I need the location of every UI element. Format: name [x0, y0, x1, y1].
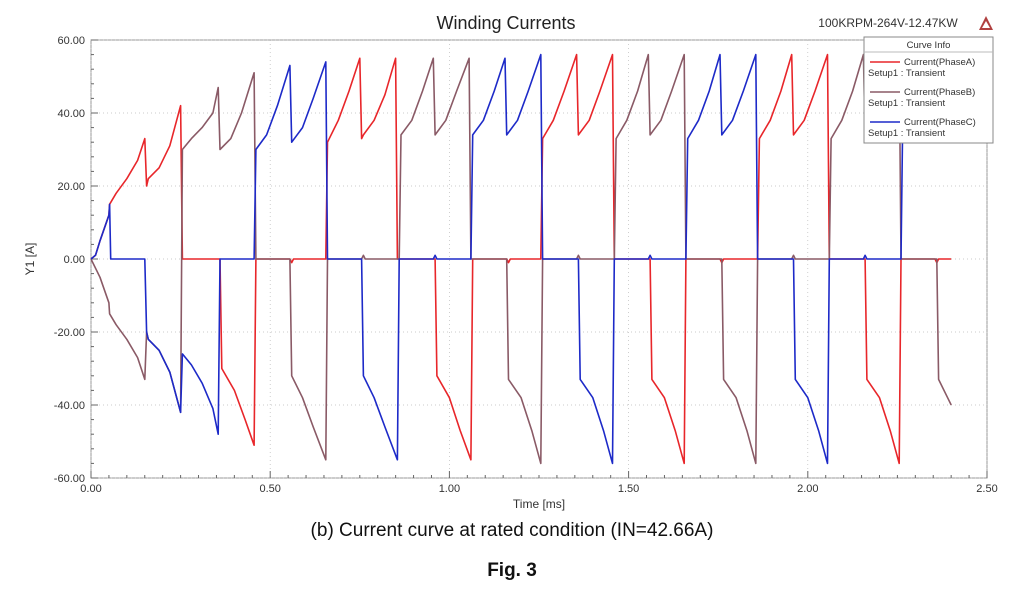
y-axis-label: Y1 [A]: [23, 243, 37, 276]
legend-entry-setup: Setup1 : Transient: [868, 68, 945, 79]
plot-area: 0.00 0.50 1.00 1.50 2.00 2.50 60.00 40.00 20.00 0…: [23, 35, 998, 511]
x-tick-label: 1.50: [618, 483, 639, 495]
legend-entry-setup: Setup1 : Transient: [868, 98, 945, 109]
y-tick-label: -60.00: [54, 473, 85, 485]
x-axis-label: Time [ms]: [513, 497, 565, 511]
figure-caption: Fig. 3: [487, 560, 537, 581]
x-tick-label: 0.50: [259, 483, 280, 495]
legend-entry-name: Current(PhaseB): [904, 87, 975, 98]
figure-subcaption: (b) Current curve at rated condition (IN…: [310, 520, 714, 541]
series-line-phase-a: [90, 53, 952, 465]
x-tick-label: 2.50: [976, 483, 997, 495]
series-line-phase-b: [90, 53, 952, 465]
chart-subtitle: 100KRPM-264V-12.47KW: [818, 16, 958, 30]
y-tick-label: 20.00: [57, 181, 85, 193]
ansoft-logo-icon: [979, 16, 993, 30]
legend-box: [863, 36, 994, 144]
x-tick-label: 1.00: [439, 483, 460, 495]
x-tick-label: 0.00: [80, 483, 101, 495]
legend-entry-name: Current(PhaseC): [904, 117, 976, 128]
y-tick-label: 40.00: [57, 108, 85, 120]
chart-title: Winding Currents: [436, 13, 575, 33]
y-tick-label: 60.00: [57, 35, 85, 47]
chart: Winding Currents 100KRPM-264V-12.47KW 0.…: [23, 13, 998, 511]
legend-entry-setup: Setup1 : Transient: [868, 128, 945, 139]
x-tick-label: 2.00: [797, 483, 818, 495]
series-line-phase-c: [90, 53, 904, 465]
legend-title: Curve Info: [907, 40, 951, 51]
legend-entry-name: Current(PhaseA): [904, 57, 975, 68]
y-tick-label: -20.00: [54, 327, 85, 339]
y-tick-label: 0.00: [64, 254, 85, 266]
y-tick-label: -40.00: [54, 400, 85, 412]
